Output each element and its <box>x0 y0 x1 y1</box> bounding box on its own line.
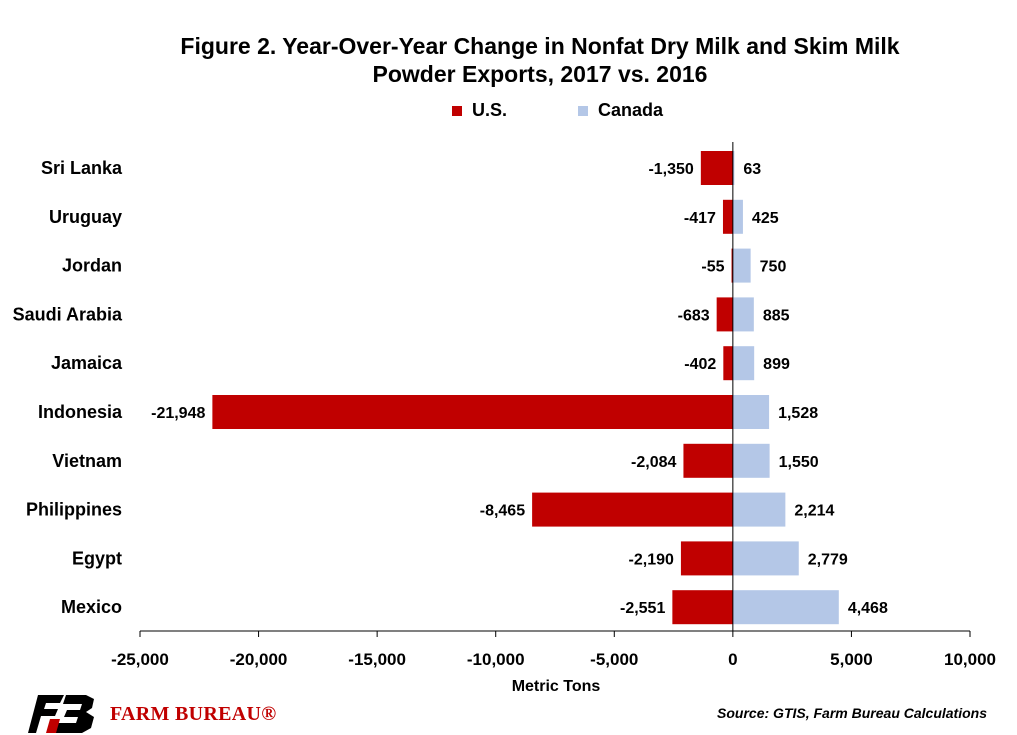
data-label-us-indonesia: -21,948 <box>151 405 205 422</box>
data-label-us-philippines: -8,465 <box>480 503 525 520</box>
x-tick-label: -15,000 <box>348 650 406 669</box>
chart-title: Figure 2. Year-Over-Year Change in Nonfa… <box>60 32 1017 88</box>
category-label-vietnam: Vietnam <box>52 451 122 471</box>
x-tick-label: 0 <box>728 650 737 669</box>
data-label-us-egypt: -2,190 <box>629 551 674 568</box>
bar-canada-egypt <box>732 541 799 576</box>
bar-canada-vietnam <box>732 443 770 478</box>
x-tick-label: -20,000 <box>230 650 288 669</box>
data-label-canada-sri-lanka: 63 <box>743 161 761 178</box>
bar-canada-sri-lanka <box>732 151 735 185</box>
category-label-philippines: Philippines <box>26 500 122 520</box>
data-label-canada-egypt: 2,779 <box>808 551 848 568</box>
chart-legend: U.S. Canada <box>0 100 1017 122</box>
data-label-canada-mexico: 4,468 <box>848 600 888 617</box>
bar-us-jamaica <box>723 346 733 381</box>
category-label-egypt: Egypt <box>72 548 122 568</box>
bar-canada-jordan <box>732 248 751 283</box>
bar-canada-indonesia <box>732 395 770 429</box>
x-tick-label: -25,000 <box>111 650 169 669</box>
data-label-canada-saudi-arabia: 885 <box>763 307 790 324</box>
chart-plot: Sri Lanka -1,350 63 Uruguay -417 425 Jordan -55… <box>13 142 996 695</box>
bar-us-sri-lanka <box>700 151 733 185</box>
bar-canada-saudi-arabia <box>732 297 754 332</box>
category-label-jordan: Jordan <box>62 256 122 276</box>
category-label-sri-lanka: Sri Lanka <box>41 158 123 178</box>
category-label-saudi-arabia: Saudi Arabia <box>13 304 123 324</box>
bar-canada-philippines <box>732 492 786 527</box>
data-label-canada-uruguay: 425 <box>752 210 779 227</box>
x-axis-title: Metric Tons <box>512 678 601 695</box>
data-label-us-uruguay: -417 <box>684 210 716 227</box>
bar-canada-uruguay <box>732 199 743 234</box>
data-label-canada-vietnam: 1,550 <box>779 454 819 471</box>
legend-label-canada: Canada <box>598 100 664 120</box>
legend-item-us: U.S. <box>452 100 507 121</box>
bar-canada-jamaica <box>732 346 755 381</box>
source-note: Source: GTIS, Farm Bureau Calculations <box>717 705 987 721</box>
legend-label-us: U.S. <box>472 100 508 120</box>
x-tick-label: -10,000 <box>467 650 525 669</box>
chart-title-line-1: Figure 2. Year-Over-Year Change in Nonfa… <box>180 33 900 59</box>
x-tick-label: -5,000 <box>590 650 638 669</box>
category-label-indonesia: Indonesia <box>38 402 123 422</box>
x-tick-label: 5,000 <box>830 650 873 669</box>
category-label-jamaica: Jamaica <box>51 353 123 373</box>
farm-bureau-logo-text: FARM BUREAU® <box>110 702 277 725</box>
data-label-canada-jordan: 750 <box>760 259 787 276</box>
data-label-us-jamaica: -402 <box>684 356 716 373</box>
data-label-canada-philippines: 2,214 <box>794 503 834 520</box>
bar-us-philippines <box>532 492 733 527</box>
bar-us-vietnam <box>683 443 733 478</box>
category-label-uruguay: Uruguay <box>49 207 122 227</box>
legend-item-canada: Canada <box>578 100 663 121</box>
bar-us-mexico <box>672 590 733 625</box>
data-label-us-jordan: -55 <box>701 259 724 276</box>
data-label-canada-jamaica: 899 <box>763 356 790 373</box>
data-label-us-vietnam: -2,084 <box>631 454 676 471</box>
bar-us-egypt <box>680 541 733 576</box>
farm-bureau-logo-icon <box>28 695 94 733</box>
category-label-mexico: Mexico <box>61 597 122 617</box>
farm-bureau-logo: FARM BUREAU® <box>28 695 277 733</box>
bar-canada-mexico <box>732 590 839 625</box>
legend-swatch-us <box>452 105 462 116</box>
data-label-canada-indonesia: 1,528 <box>778 405 818 422</box>
bar-us-saudi-arabia <box>716 297 733 332</box>
data-label-us-sri-lanka: -1,350 <box>648 161 693 178</box>
x-tick-label: 10,000 <box>944 650 996 669</box>
bar-us-uruguay <box>722 199 733 234</box>
bar-us-indonesia <box>212 395 733 429</box>
chart-title-line-2: Powder Exports, 2017 vs. 2016 <box>372 61 708 87</box>
data-label-us-saudi-arabia: -683 <box>678 307 710 324</box>
data-label-us-mexico: -2,551 <box>620 600 665 617</box>
legend-swatch-canada <box>578 105 588 116</box>
bar-us-jordan <box>731 248 733 283</box>
